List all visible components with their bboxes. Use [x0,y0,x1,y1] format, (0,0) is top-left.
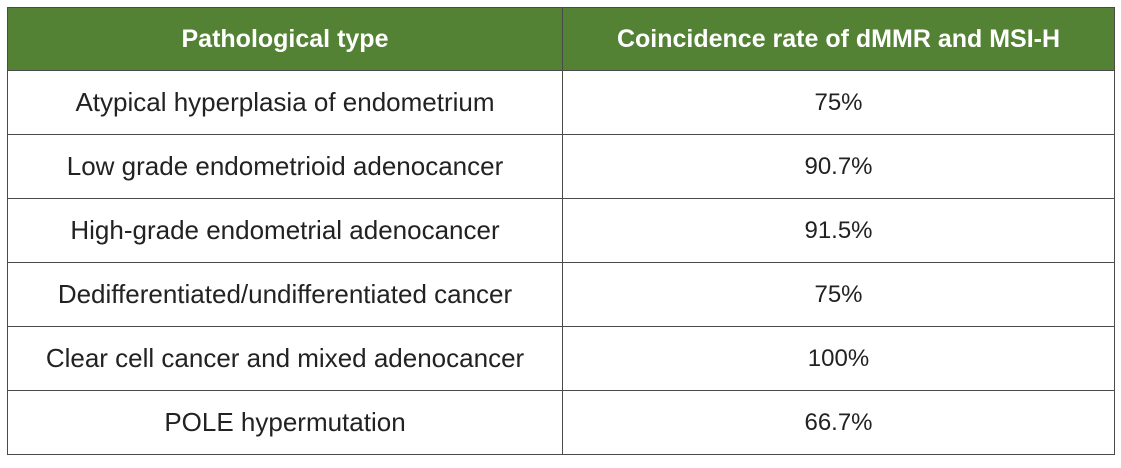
pathological-type-cell: Atypical hyperplasia of endometrium [7,70,563,135]
data-table-container: Pathological type Coincidence rate of dM… [7,7,1115,455]
table-row: POLE hypermutation 66.7% [7,390,1115,455]
data-table: Pathological type Coincidence rate of dM… [7,7,1115,455]
coincidence-rate-cell: 91.5% [562,198,1115,263]
table-row: High-grade endometrial adenocancer 91.5% [7,198,1115,263]
coincidence-rate-cell: 90.7% [562,134,1115,199]
table-header-row: Pathological type Coincidence rate of dM… [7,7,1115,71]
pathological-type-cell: High-grade endometrial adenocancer [7,198,563,263]
coincidence-rate-cell: 75% [562,262,1115,327]
coincidence-rate-cell: 66.7% [562,390,1115,455]
table-row: Atypical hyperplasia of endometrium 75% [7,70,1115,135]
coincidence-rate-cell: 100% [562,326,1115,391]
pathological-type-cell: POLE hypermutation [7,390,563,455]
coincidence-rate-cell: 75% [562,70,1115,135]
pathological-type-cell: Clear cell cancer and mixed adenocancer [7,326,563,391]
pathological-type-cell: Low grade endometrioid adenocancer [7,134,563,199]
column-header-coincidence-rate: Coincidence rate of dMMR and MSI-H [562,7,1115,71]
pathological-type-cell: Dedifferentiated/undifferentiated cancer [7,262,563,327]
table-row: Low grade endometrioid adenocancer 90.7% [7,134,1115,199]
table-row: Clear cell cancer and mixed adenocancer … [7,326,1115,391]
column-header-pathological-type: Pathological type [7,7,563,71]
table-row: Dedifferentiated/undifferentiated cancer… [7,262,1115,327]
